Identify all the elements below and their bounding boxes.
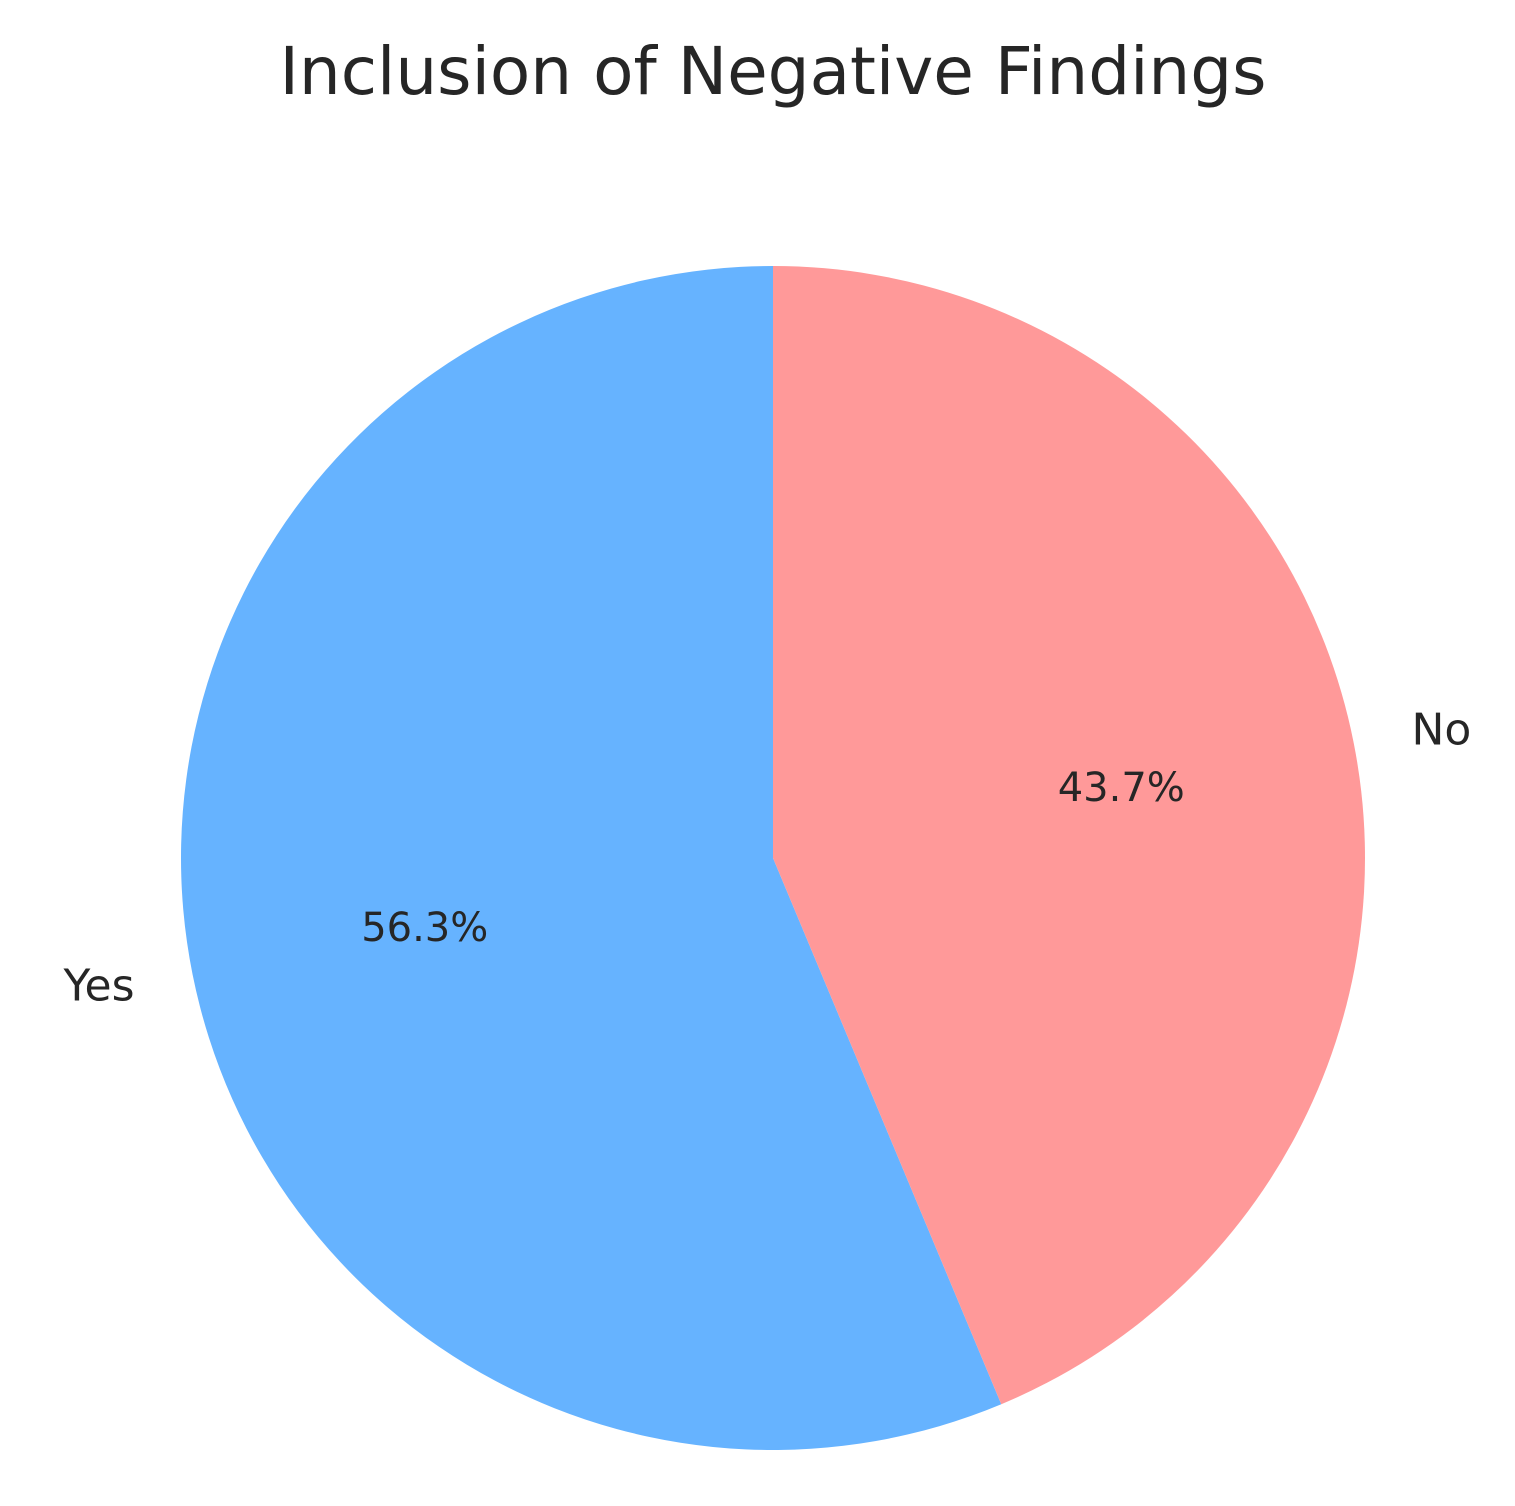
slice-pct-yes: 56.3% <box>361 905 488 951</box>
slice-label-no: No <box>1411 704 1471 755</box>
pie-slice-yes <box>180 266 1002 1450</box>
pie-labels: Yes 56.3% No 43.7% <box>62 704 1471 1011</box>
slice-label-yes: Yes <box>62 961 134 1012</box>
slice-pct-no: 43.7% <box>1058 765 1185 811</box>
pie-slices <box>180 266 1366 1450</box>
chart-title: Inclusion of Negative Findings <box>279 33 1266 110</box>
pie-slice-no <box>773 266 1366 1405</box>
